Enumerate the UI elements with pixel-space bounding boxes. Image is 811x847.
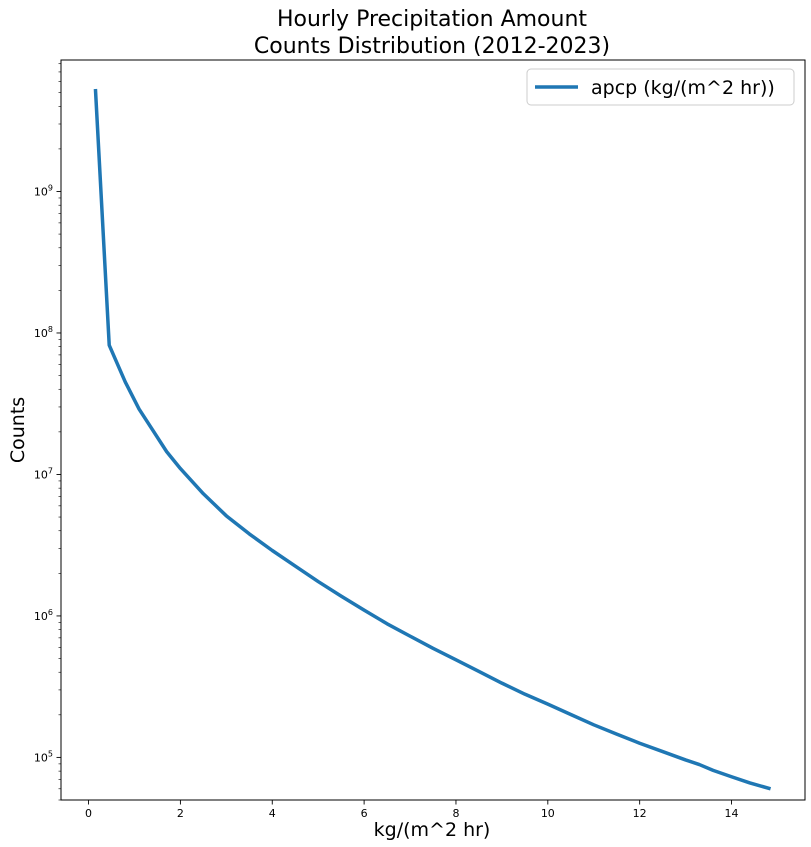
legend: apcp (kg/(m^2 hr)) bbox=[526, 68, 795, 106]
x-tick-label: 0 bbox=[85, 807, 92, 820]
x-tick-label: 12 bbox=[633, 807, 647, 820]
legend-label: apcp (kg/(m^2 hr)) bbox=[591, 77, 775, 99]
x-tick-label: 4 bbox=[269, 807, 276, 820]
series-line-apcp bbox=[93, 88, 772, 791]
chart-title-line-2: Counts Distribution (2012-2023) bbox=[254, 34, 610, 59]
legend-box bbox=[526, 68, 795, 106]
x-tick-label: 10 bbox=[541, 807, 555, 820]
plot-area: 0 2 4 6 8 10 12 14 105 106 107 108 109 bbox=[34, 63, 772, 820]
y-axis-label: Counts bbox=[7, 397, 29, 463]
x-tick-label: 2 bbox=[177, 807, 184, 820]
x-tick-label: 6 bbox=[361, 807, 368, 820]
y-tick-label: 107 bbox=[34, 466, 53, 481]
plot-frame bbox=[60, 59, 806, 801]
x-tick-label: 14 bbox=[725, 807, 739, 820]
y-tick-label: 106 bbox=[34, 608, 53, 623]
x-axis-label: kg/(m^2 hr) bbox=[374, 819, 491, 841]
x-tick-label: 8 bbox=[452, 807, 459, 820]
chart-title-line-1: Hourly Precipitation Amount bbox=[277, 7, 587, 32]
y-tick-label: 105 bbox=[34, 749, 53, 764]
y-tick-label: 109 bbox=[34, 183, 53, 198]
y-tick-label: 108 bbox=[34, 325, 53, 340]
